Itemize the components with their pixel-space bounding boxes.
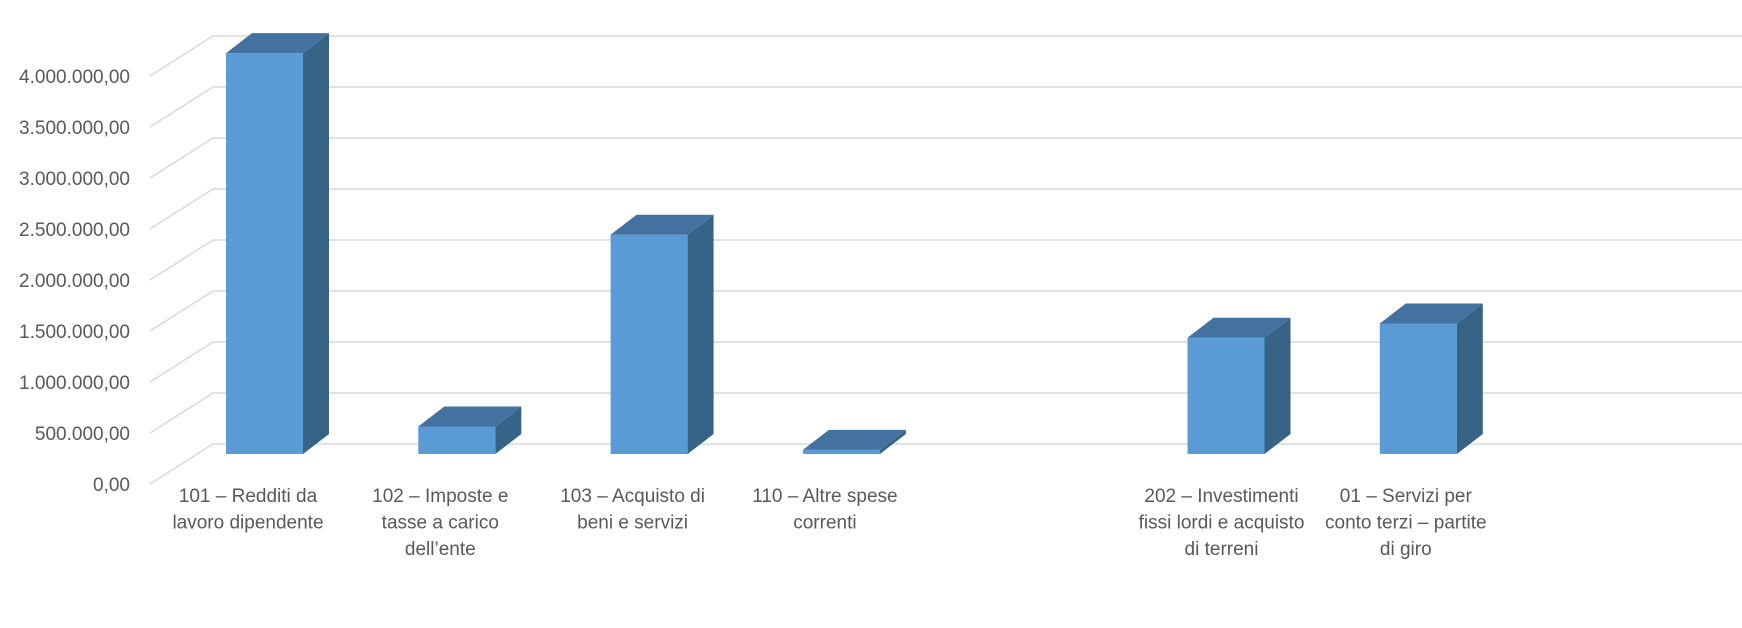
y-tick-label: 1.500.000,00 bbox=[19, 322, 130, 343]
gridline bbox=[149, 137, 1742, 179]
bar-side bbox=[495, 406, 522, 454]
y-tick-label: 2.000.000,00 bbox=[19, 271, 130, 292]
bar-front bbox=[610, 234, 688, 454]
category-label: 101 – Redditi da lavoro dipendente bbox=[172, 486, 323, 534]
y-tick-label: 1.000.000,00 bbox=[19, 373, 130, 394]
bar bbox=[418, 406, 522, 454]
gridline bbox=[149, 443, 1742, 485]
category-label: 110 – Altre spese correnti bbox=[752, 486, 897, 534]
bar-top bbox=[802, 429, 906, 450]
y-tick-label: 2.500.000,00 bbox=[19, 220, 130, 241]
category-label: 102 – Imposte e tasse a carico dell’ente bbox=[372, 486, 508, 560]
bar bbox=[802, 429, 906, 454]
category-label: 103 – Acquisto di beni e servizi bbox=[560, 486, 705, 534]
bar-top bbox=[418, 406, 522, 427]
category-label: 01 – Servizi per conto terzi – partite di … bbox=[1325, 486, 1487, 560]
y-tick-label: 0,00 bbox=[93, 475, 130, 496]
gridline bbox=[149, 86, 1742, 128]
bar-top bbox=[610, 214, 714, 235]
bar-top bbox=[226, 33, 329, 54]
bar-front bbox=[1187, 337, 1265, 454]
gridline bbox=[149, 239, 1742, 281]
gridline bbox=[149, 35, 1742, 77]
bar-front bbox=[802, 449, 880, 454]
bar-side bbox=[1264, 317, 1291, 454]
bar-side bbox=[303, 33, 329, 454]
bar-top bbox=[1379, 303, 1483, 324]
bar-front bbox=[226, 53, 303, 454]
gridline bbox=[149, 392, 1742, 434]
gridline bbox=[149, 341, 1742, 383]
y-tick-label: 3.500.000,00 bbox=[19, 118, 130, 139]
bar bbox=[1379, 303, 1483, 454]
bar-side bbox=[1456, 303, 1483, 454]
gridline bbox=[149, 188, 1742, 230]
y-tick-label: 4.000.000,00 bbox=[19, 67, 130, 88]
bar bbox=[226, 33, 329, 454]
bar-side bbox=[879, 429, 906, 454]
bar-top bbox=[1187, 317, 1291, 338]
bar-front bbox=[1379, 323, 1457, 454]
bar bbox=[1187, 317, 1291, 454]
y-tick-label: 500.000,00 bbox=[35, 424, 130, 445]
y-tick-label: 3.000.000,00 bbox=[19, 169, 130, 190]
bars bbox=[226, 33, 1483, 454]
gridline bbox=[149, 290, 1742, 332]
bar-front bbox=[418, 426, 496, 454]
category-label: 202 – Investimenti fissi lordi e acquisto… bbox=[1139, 486, 1305, 560]
gridlines bbox=[149, 35, 1742, 485]
bar bbox=[610, 214, 714, 454]
y-axis-tick-labels: 0,00 500.000,00 1.000.000,00 1.500.000,00 2.… bbox=[19, 67, 130, 496]
category-labels: 101 – Redditi da lavoro dipendente 102 – I… bbox=[172, 486, 1486, 560]
bar-side bbox=[687, 214, 714, 454]
